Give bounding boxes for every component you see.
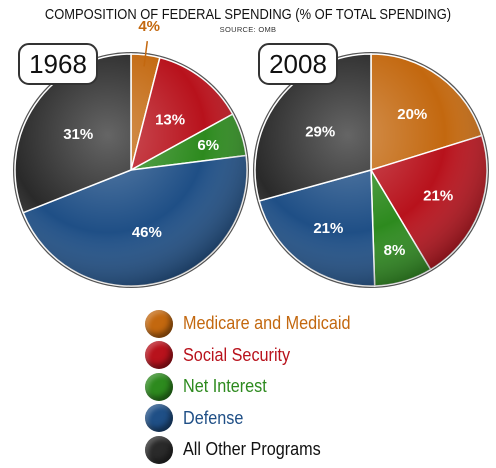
legend-label-social-security: Social Security — [183, 344, 291, 365]
legend-swatch-all-other — [145, 435, 173, 464]
pie-2008-label-net-interest: 8% — [384, 242, 406, 259]
pie-2008-label-defense: 21% — [313, 220, 343, 237]
legend-swatch-defense — [145, 404, 173, 433]
legend-swatch-medicare — [145, 309, 173, 338]
pie-2008-year-badge — [258, 43, 338, 85]
pie-2008-label-social-security: 21% — [423, 188, 453, 205]
legend-item-defense: Defense — [145, 403, 369, 435]
pie-2008-label-medicare: 20% — [397, 106, 427, 123]
pie-2008-label-all-other: 29% — [305, 123, 335, 140]
legend-swatch-social-security — [145, 341, 173, 370]
pie-2008-year-label: 2008 — [269, 49, 327, 79]
legend: Medicare and Medicaid Social Security Ne… — [145, 308, 369, 466]
legend-label-net-interest: Net Interest — [183, 376, 267, 397]
pie-1968: 4% 13% 6% 46% 31% 1968 — [13, 18, 249, 288]
legend-item-net-interest: Net Interest — [145, 371, 369, 403]
pie-1968-year-label: 1968 — [29, 49, 87, 79]
chart-title: COMPOSITION OF FEDERAL SPENDING (% OF TO… — [44, 6, 452, 23]
pie-2008: 20% 21% 8% 21% 29% 2008 — [253, 43, 489, 288]
legend-item-all-other: All Other Programs — [145, 434, 369, 466]
legend-label-all-other: All Other Programs — [183, 439, 321, 460]
pie-1968-label-all-other: 31% — [63, 126, 93, 143]
pie-1968-label-net-interest: 6% — [197, 137, 219, 154]
legend-swatch-net-interest — [145, 372, 173, 401]
legend-item-medicare: Medicare and Medicaid — [145, 308, 369, 340]
legend-item-social-security: Social Security — [145, 340, 369, 372]
pie-charts: 4% 13% 6% 46% 31% 1968 20% 21% 8% 21% 29% 2008 — [13, 18, 489, 288]
pie-1968-leader-medicare — [143, 41, 149, 67]
legend-label-defense: Defense — [183, 407, 244, 428]
pie-1968-label-medicare: 4% — [138, 18, 160, 35]
pie-1968-label-defense: 46% — [132, 224, 162, 241]
pie-1968-label-social-security: 13% — [155, 112, 185, 129]
chart-source: SOURCE: OMB — [219, 25, 277, 34]
pie-1968-year-badge — [18, 43, 98, 85]
legend-label-medicare: Medicare and Medicaid — [183, 313, 351, 334]
